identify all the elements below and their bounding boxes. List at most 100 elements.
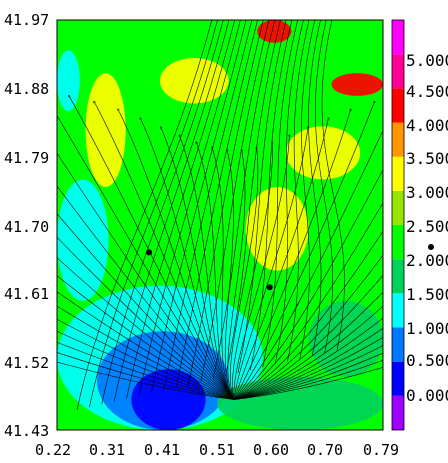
y-tick-label: 41.79 bbox=[4, 149, 49, 167]
streamline bbox=[160, 126, 235, 400]
streamline bbox=[138, 20, 241, 396]
streamline bbox=[57, 330, 235, 400]
streamline bbox=[234, 129, 383, 400]
streamline bbox=[89, 20, 218, 408]
streamline bbox=[69, 95, 235, 400]
streamline bbox=[150, 20, 247, 393]
streamline bbox=[274, 20, 304, 365]
streamline bbox=[234, 336, 383, 400]
x-tick-label: 0.79 bbox=[363, 441, 399, 459]
streamline bbox=[57, 275, 235, 400]
streamline bbox=[233, 126, 308, 400]
x-tick-label: 0.51 bbox=[199, 441, 235, 459]
streamline bbox=[196, 142, 235, 400]
colorbar-tick-label: 0.000 bbox=[406, 386, 448, 405]
streamline bbox=[234, 291, 383, 400]
streamline bbox=[234, 328, 383, 400]
colorbar-bin bbox=[392, 259, 404, 294]
streamline bbox=[188, 20, 264, 385]
streamline bbox=[225, 20, 281, 376]
streamline bbox=[234, 352, 383, 400]
heatmap-region bbox=[331, 73, 383, 96]
colorbar-tick-label: 2.500 bbox=[406, 217, 448, 236]
y-tick-label: 41.97 bbox=[4, 11, 49, 29]
heatmap-region bbox=[257, 20, 292, 43]
heatmap-region bbox=[217, 376, 383, 430]
streamline bbox=[234, 345, 383, 400]
streamline bbox=[315, 20, 334, 353]
streamline bbox=[140, 118, 235, 400]
y-tick-label: 41.70 bbox=[4, 218, 49, 236]
streamline bbox=[234, 169, 383, 400]
colorbar-tick-label: 3.000 bbox=[406, 183, 448, 202]
colorbar-marker-dot bbox=[428, 244, 434, 250]
streamline bbox=[234, 367, 383, 400]
streamline bbox=[232, 142, 272, 400]
streamline bbox=[126, 20, 235, 399]
colorbar-bin bbox=[392, 293, 404, 328]
streamline bbox=[57, 115, 235, 400]
plot-frame bbox=[56, 19, 384, 431]
x-axis: 0.22 0.31 0.41 0.51 0.60 0.70 0.79 bbox=[35, 441, 399, 459]
x-tick-label: 0.31 bbox=[89, 441, 125, 459]
streamline bbox=[163, 20, 253, 391]
streamline bbox=[57, 152, 235, 400]
colorbar-tick-label: 4.500 bbox=[406, 82, 448, 101]
streamline bbox=[234, 109, 351, 400]
streamline bbox=[262, 20, 298, 368]
y-tick-label: 41.43 bbox=[4, 422, 49, 440]
streamline bbox=[76, 20, 213, 411]
streamline bbox=[212, 20, 276, 379]
colorbar-bin bbox=[392, 20, 404, 55]
streamline bbox=[57, 341, 235, 400]
streamline bbox=[250, 20, 293, 371]
streamline bbox=[57, 352, 235, 400]
point-marker bbox=[146, 249, 153, 256]
x-tick-label: 0.22 bbox=[35, 441, 71, 459]
streamline bbox=[200, 20, 270, 382]
colorbar-bin bbox=[392, 190, 404, 225]
colorbar-bin bbox=[392, 327, 404, 362]
heatmap-region bbox=[57, 179, 109, 301]
point-markers bbox=[146, 249, 273, 291]
colorbar-tick-label: 2.000 bbox=[406, 251, 448, 270]
heatmap-region bbox=[85, 73, 126, 188]
streamline bbox=[113, 20, 230, 402]
streamline bbox=[299, 20, 316, 359]
streamline bbox=[57, 185, 235, 400]
streamline bbox=[234, 317, 383, 400]
heatmap-region bbox=[285, 126, 361, 180]
y-tick-label: 41.88 bbox=[4, 80, 49, 98]
colorbar-bin bbox=[392, 225, 404, 260]
streamline bbox=[237, 20, 287, 373]
streamline bbox=[227, 149, 246, 400]
x-tick-label: 0.60 bbox=[253, 441, 289, 459]
streamline bbox=[234, 359, 383, 400]
colorbar-bin bbox=[392, 361, 404, 396]
streamline bbox=[57, 305, 235, 400]
streamlines bbox=[57, 20, 383, 411]
colorbar-bin bbox=[392, 54, 404, 89]
streamline bbox=[57, 291, 235, 400]
streamline bbox=[234, 305, 383, 400]
point-marker bbox=[266, 284, 273, 291]
streamline bbox=[175, 20, 258, 388]
colorbar: 5.000 4.500 4.000 3.500 3.000 2.500 2.00… bbox=[391, 19, 448, 431]
streamline bbox=[234, 101, 375, 400]
colorbar-bin bbox=[392, 395, 404, 430]
colorbar-tick-label: 3.500 bbox=[406, 149, 448, 168]
streamline bbox=[308, 20, 322, 356]
streamline bbox=[321, 20, 345, 351]
streamline bbox=[118, 109, 235, 400]
colorbar-tick-label: 1.500 bbox=[406, 285, 448, 304]
colorbar-bin bbox=[392, 122, 404, 157]
streamline bbox=[101, 20, 224, 405]
colorbar-tick-label: 0.500 bbox=[406, 351, 448, 370]
streamline bbox=[57, 213, 235, 400]
colorbar-tick-label: 4.000 bbox=[406, 116, 448, 135]
y-tick-label: 41.52 bbox=[4, 354, 49, 372]
colorbar-bin bbox=[392, 156, 404, 191]
streamline bbox=[234, 274, 383, 400]
colorbar-bin bbox=[392, 88, 404, 123]
